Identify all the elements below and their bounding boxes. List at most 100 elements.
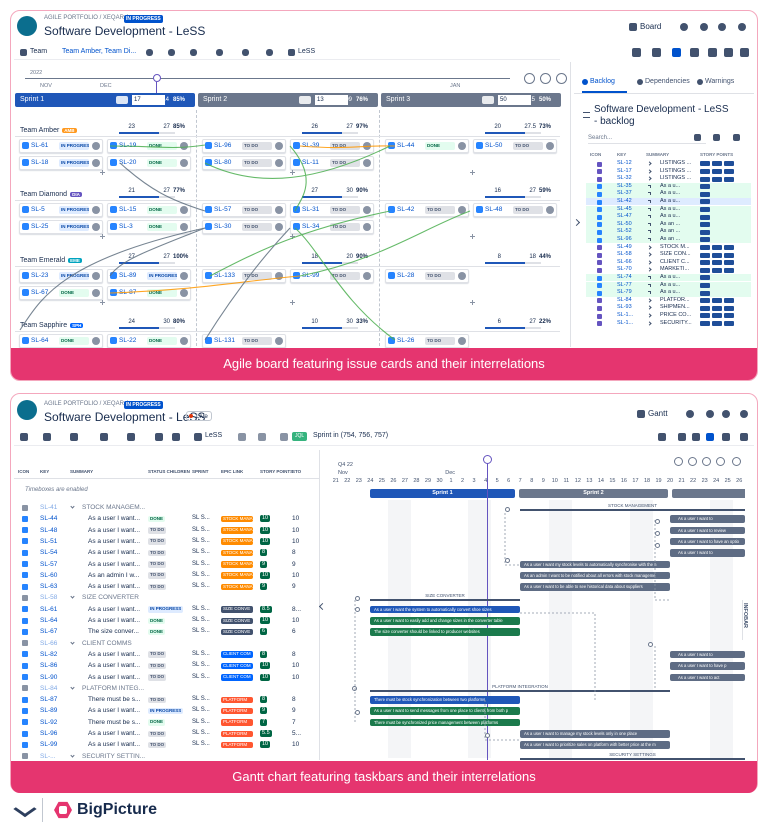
task-bar[interactable]: As a user I want to manage my stock leve…	[520, 730, 670, 738]
icon[interactable]	[205, 206, 212, 213]
issue-key[interactable]: SL-48	[40, 526, 58, 534]
zoom-button[interactable]	[688, 457, 697, 466]
infobar-label[interactable]: INFOBAR	[742, 602, 749, 629]
backlog-key[interactable]: SL-1...	[617, 319, 634, 326]
task-bar[interactable]: There must be stock synchronization betw…	[370, 696, 520, 704]
icon[interactable]	[718, 23, 726, 31]
icon[interactable]	[597, 214, 602, 220]
icon[interactable]	[205, 337, 212, 344]
link-handle[interactable]	[355, 596, 360, 601]
icon[interactable]	[194, 433, 202, 441]
backlog-key[interactable]: SL-66	[617, 258, 632, 265]
icon[interactable]	[22, 583, 28, 590]
icon[interactable]	[637, 410, 645, 418]
icon[interactable]	[22, 527, 28, 534]
icon[interactable]	[110, 337, 117, 344]
zoom-button[interactable]	[674, 457, 683, 466]
issue-key[interactable]: SL-86	[40, 662, 58, 670]
icon[interactable]	[597, 229, 602, 235]
issue-key[interactable]: SL-15	[119, 206, 137, 213]
issue-key[interactable]: SL-26	[397, 337, 415, 344]
link-handle[interactable]	[485, 733, 490, 738]
backlog-key[interactable]: SL-50	[617, 220, 632, 227]
issue-key[interactable]: SL-89	[40, 707, 58, 715]
issue-key[interactable]: SL-57	[40, 560, 58, 568]
icon[interactable]	[700, 23, 708, 31]
icon[interactable]	[293, 272, 300, 279]
issue-key[interactable]: SL-82	[40, 650, 58, 658]
issue-key[interactable]: SL-61	[40, 605, 58, 613]
icon[interactable]	[22, 640, 28, 647]
icon[interactable]	[597, 161, 602, 167]
toolbar-button[interactable]: LeSS	[298, 48, 316, 55]
issue-key[interactable]: SL-63	[40, 583, 58, 591]
icon[interactable]	[22, 674, 28, 680]
icon[interactable]	[155, 433, 163, 441]
issue-key[interactable]: SL-51	[40, 537, 58, 545]
issue-key[interactable]: SL-41	[40, 504, 58, 511]
icon[interactable]	[388, 142, 395, 149]
icon[interactable]	[597, 290, 602, 296]
icon[interactable]	[172, 433, 180, 441]
task-bar[interactable]: As a user I want to have an optio	[670, 537, 745, 546]
issue-key[interactable]: SL-48	[485, 206, 503, 213]
view-switch[interactable]: Board	[640, 22, 662, 31]
backlog-key[interactable]: SL-84	[617, 296, 632, 303]
icon[interactable]	[706, 410, 714, 418]
link-handle[interactable]	[655, 519, 660, 524]
icon[interactable]	[597, 245, 602, 251]
task-bar[interactable]: As a user I want to review	[670, 526, 745, 535]
icon[interactable]	[22, 617, 28, 624]
icon[interactable]	[20, 433, 28, 441]
icon[interactable]	[43, 433, 51, 441]
icon[interactable]	[22, 606, 28, 613]
backlog-key[interactable]: SL-70	[617, 266, 632, 273]
page-title[interactable]: Software Development - LeSS	[44, 410, 206, 424]
icon[interactable]	[597, 305, 602, 311]
issue-key[interactable]: SL-20	[119, 159, 137, 166]
icon[interactable]	[22, 538, 28, 545]
icon[interactable]	[22, 594, 28, 601]
issue-key[interactable]: SL-3	[119, 223, 133, 230]
icon[interactable]	[680, 23, 688, 31]
icon[interactable]	[597, 283, 602, 289]
icon[interactable]	[697, 79, 703, 85]
toolbar-button[interactable]: LeSS	[205, 432, 223, 439]
issue-key[interactable]: SL-90	[40, 673, 58, 681]
issue-key[interactable]: SL-25	[31, 223, 49, 230]
sprint-menu[interactable]	[299, 96, 311, 104]
icon[interactable]	[686, 410, 694, 418]
task-bar[interactable]: As a user I want the system to automatic…	[370, 605, 520, 614]
icon[interactable]	[22, 159, 29, 166]
icon[interactable]	[722, 410, 730, 418]
issue-key[interactable]: SL-44	[397, 142, 415, 149]
backlog-key[interactable]: SL-96	[617, 236, 632, 242]
icon[interactable]	[597, 237, 602, 243]
icon[interactable]	[110, 206, 117, 213]
icon[interactable]	[22, 549, 28, 556]
task-bar[interactable]: As a user I want to	[670, 515, 745, 523]
link-handle[interactable]	[505, 507, 510, 512]
icon[interactable]	[22, 628, 28, 635]
icon[interactable]	[110, 159, 117, 166]
icon[interactable]	[242, 49, 249, 56]
backlog-key[interactable]: SL-32	[617, 175, 632, 182]
icon[interactable]	[388, 272, 395, 279]
sidebar-tab[interactable]: Backlog	[590, 78, 615, 85]
icon[interactable]	[22, 223, 29, 230]
task-bar[interactable]: As an admin I want to be notified about …	[520, 571, 670, 580]
issue-key[interactable]: SL-58	[40, 594, 58, 602]
icon[interactable]	[597, 207, 602, 213]
issue-key[interactable]: SL-34	[302, 223, 320, 230]
issue-key[interactable]: SL-96	[40, 730, 58, 737]
icon[interactable]	[597, 275, 602, 281]
icon[interactable]	[597, 199, 602, 205]
issue-key[interactable]: SL-87	[40, 696, 58, 704]
issue-key[interactable]: SL-5	[31, 206, 45, 213]
icon[interactable]	[597, 191, 602, 197]
link-handle[interactable]	[655, 531, 660, 536]
issue-key[interactable]: SL-67	[40, 628, 58, 636]
issue-key[interactable]: SL-42	[397, 206, 415, 213]
icon[interactable]	[293, 159, 300, 166]
task-bar[interactable]: As a user I want to	[670, 650, 745, 659]
